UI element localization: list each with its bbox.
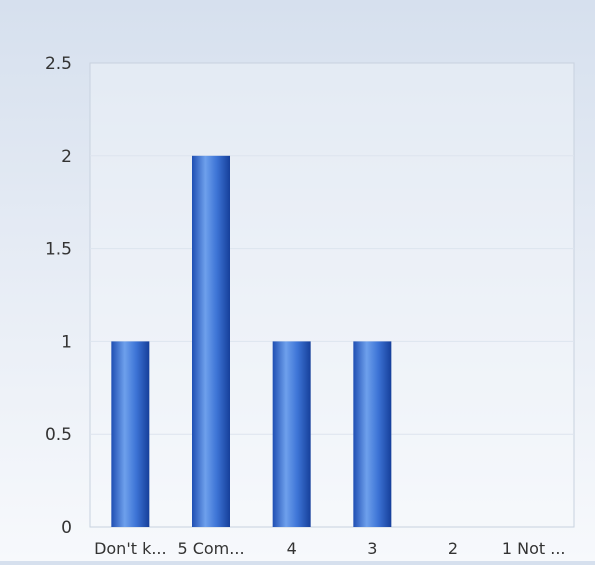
bar[interactable] bbox=[273, 341, 311, 527]
x-tick-label: 5 Com... bbox=[177, 539, 244, 558]
y-axis-ticks: 0 0.5 1 1.5 2 2.5 bbox=[45, 54, 72, 538]
x-tick-label: Don't k... bbox=[94, 539, 167, 558]
bar[interactable] bbox=[111, 341, 149, 527]
y-tick-label: 0 bbox=[61, 518, 72, 538]
y-tick-label: 2 bbox=[61, 147, 72, 167]
x-axis-ticks: Don't k... 5 Com... 4 3 2 1 Not ... bbox=[94, 539, 565, 558]
x-tick-label: 4 bbox=[287, 539, 297, 558]
bar[interactable] bbox=[192, 156, 230, 527]
y-tick-label: 1 bbox=[61, 332, 72, 352]
x-tick-label: 2 bbox=[448, 539, 458, 558]
x-tick-label: 1 Not ... bbox=[502, 539, 566, 558]
y-tick-label: 1.5 bbox=[45, 240, 72, 260]
y-tick-label: 2.5 bbox=[45, 54, 72, 74]
x-tick-label: 3 bbox=[367, 539, 377, 558]
bar[interactable] bbox=[353, 341, 391, 527]
plot-area bbox=[90, 63, 574, 527]
y-tick-label: 0.5 bbox=[45, 425, 72, 445]
